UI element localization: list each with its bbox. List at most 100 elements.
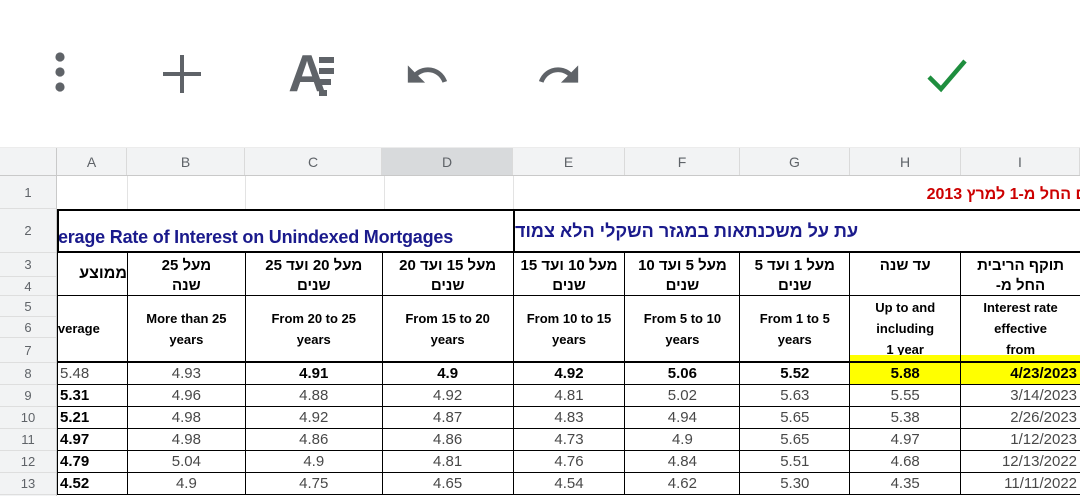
cell-D9[interactable]: 4.92 [382, 385, 514, 407]
cell-A11[interactable]: 4.97 [58, 429, 128, 451]
cell-G8[interactable]: 5.52 [740, 363, 851, 385]
cell-G10[interactable]: 5.65 [740, 407, 851, 429]
cell-C13[interactable]: 4.75 [245, 473, 383, 495]
cell-A8[interactable]: 5.48 [58, 363, 128, 385]
row-header-11[interactable]: 11 [0, 429, 56, 451]
cell-A9[interactable]: 5.31 [58, 385, 128, 407]
cell-G13[interactable]: 5.30 [740, 473, 851, 495]
cell-C10[interactable]: 4.92 [245, 407, 383, 429]
column-header-b[interactable]: B [127, 148, 245, 175]
cell-H9[interactable]: 5.55 [850, 385, 962, 407]
cell-header-en-b[interactable]: More than 25 years [127, 296, 245, 363]
column-header-e[interactable]: E [513, 148, 625, 175]
cell-F12[interactable]: 4.84 [625, 451, 741, 473]
cell-F10[interactable]: 4.94 [625, 407, 741, 429]
row-header-10[interactable]: 10 [0, 407, 56, 429]
cell-header-en-i[interactable]: Interest rate effective from [961, 296, 1080, 363]
cell-I9[interactable]: 3/14/2023 [961, 385, 1080, 407]
cell-I8-highlighted[interactable]: 4/23/2023 [961, 363, 1080, 385]
cell-header-he-f[interactable]: מעל 5 ועד 10 שנים [625, 253, 740, 296]
cell-H10[interactable]: 5.38 [850, 407, 962, 429]
cell-I13[interactable]: 11/11/2022 [961, 473, 1080, 495]
cell-E11[interactable]: 4.73 [513, 429, 626, 451]
more-options-button[interactable] [53, 50, 67, 94]
row-header-5[interactable]: 5 [0, 296, 56, 317]
cell-B11[interactable]: 4.98 [127, 429, 246, 451]
cell-header-he-e[interactable]: מעל 10 ועד 15 שנים [513, 253, 625, 296]
cell-H13[interactable]: 4.35 [850, 473, 962, 495]
row-header-13[interactable]: 13 [0, 473, 56, 495]
cell-header-en-h[interactable]: Up to and including 1 year [850, 296, 961, 363]
cell-F8[interactable]: 5.06 [625, 363, 741, 385]
cell-D10[interactable]: 4.87 [382, 407, 514, 429]
column-header-d-selected[interactable]: D [382, 148, 513, 175]
cell-header-en-f[interactable]: From 5 to 10 years [625, 296, 740, 363]
column-header-a[interactable]: A [57, 148, 127, 175]
cell-header-he-g[interactable]: מעל 1 ועד 5 שנים [740, 253, 850, 296]
done-button[interactable] [923, 50, 971, 98]
cell-I10[interactable]: 2/26/2023 [961, 407, 1080, 429]
cell-B9[interactable]: 4.96 [127, 385, 246, 407]
cell-C12[interactable]: 4.9 [245, 451, 383, 473]
cell-header-he-c[interactable]: מעל 20 ועד 25 שנים [245, 253, 382, 296]
cell-note-row1[interactable]: ם החל מ-1 למרץ 2013 [926, 186, 1080, 203]
cell-A13[interactable]: 4.52 [58, 473, 128, 495]
cell-D12[interactable]: 4.81 [382, 451, 514, 473]
cell-E8[interactable]: 4.92 [513, 363, 626, 385]
row-header-1[interactable]: 1 [0, 176, 56, 209]
cell-B13[interactable]: 4.9 [127, 473, 246, 495]
row-header-7[interactable]: 7 [0, 338, 56, 363]
cell-header-he-i[interactable]: תוקף הריבית החל מ- [961, 253, 1080, 296]
cell-G12[interactable]: 5.51 [740, 451, 851, 473]
cell-E12[interactable]: 4.76 [513, 451, 626, 473]
cell-I12[interactable]: 12/13/2022 [961, 451, 1080, 473]
row-header-3[interactable]: 3 [0, 253, 56, 277]
cell-header-he-h[interactable]: עד שנה [850, 253, 961, 296]
row-header-9[interactable]: 9 [0, 385, 56, 407]
column-header-f[interactable]: F [625, 148, 740, 175]
cell-title-english[interactable]: Average Rate of Interest on Unindexed Mo… [59, 211, 515, 251]
row-header-4[interactable]: 4 [0, 277, 56, 296]
cell-header-en-e[interactable]: From 10 to 15 years [513, 296, 625, 363]
cell-header-he-d[interactable]: מעל 15 ועד 20 שנים [382, 253, 513, 296]
cell-A10[interactable]: 5.21 [58, 407, 128, 429]
cell-E13[interactable]: 4.54 [513, 473, 626, 495]
cell-D13[interactable]: 4.65 [382, 473, 514, 495]
cell-C9[interactable]: 4.88 [245, 385, 383, 407]
cell-E10[interactable]: 4.83 [513, 407, 626, 429]
cell-B12[interactable]: 5.04 [127, 451, 246, 473]
row-header-2[interactable]: 2 [0, 209, 56, 253]
row-header-12[interactable]: 12 [0, 451, 56, 473]
format-button[interactable]: A [280, 48, 334, 100]
cell-title-hebrew[interactable]: עת על משכנתאות במגזר השקלי הלא צמוד [515, 211, 1080, 251]
cell-H11[interactable]: 4.97 [850, 429, 962, 451]
cell-D8[interactable]: 4.9 [382, 363, 514, 385]
corner-cell[interactable] [0, 148, 57, 175]
cell-G11[interactable]: 5.65 [740, 429, 851, 451]
cell-header-en-d[interactable]: From 15 to 20 years [382, 296, 513, 363]
cell-header-en-c[interactable]: From 20 to 25 years [245, 296, 382, 363]
undo-button[interactable] [404, 52, 450, 98]
row-header-6[interactable]: 6 [0, 317, 56, 338]
row-header-8[interactable]: 8 [0, 363, 56, 385]
cell-B8[interactable]: 4.93 [127, 363, 246, 385]
cell-B10[interactable]: 4.98 [127, 407, 246, 429]
cell-C11[interactable]: 4.86 [245, 429, 383, 451]
cell-header-he-b[interactable]: מעל 25 שנה [127, 253, 245, 296]
cell-F11[interactable]: 4.9 [625, 429, 741, 451]
cell-H8-highlighted[interactable]: 5.88 [850, 363, 962, 385]
column-header-i[interactable]: I [961, 148, 1080, 175]
column-header-h[interactable]: H [850, 148, 961, 175]
cell-D11[interactable]: 4.86 [382, 429, 514, 451]
insert-button[interactable] [161, 53, 203, 95]
cell-H12[interactable]: 4.68 [850, 451, 962, 473]
cell-F13[interactable]: 4.62 [625, 473, 741, 495]
cell-F9[interactable]: 5.02 [625, 385, 741, 407]
cell-E9[interactable]: 4.81 [513, 385, 626, 407]
cell-header-en-a[interactable]: Average [58, 296, 127, 363]
cell-I11[interactable]: 1/12/2023 [961, 429, 1080, 451]
column-header-g[interactable]: G [740, 148, 850, 175]
column-header-c[interactable]: C [245, 148, 382, 175]
cell-A12[interactable]: 4.79 [58, 451, 128, 473]
redo-button[interactable] [536, 52, 582, 98]
